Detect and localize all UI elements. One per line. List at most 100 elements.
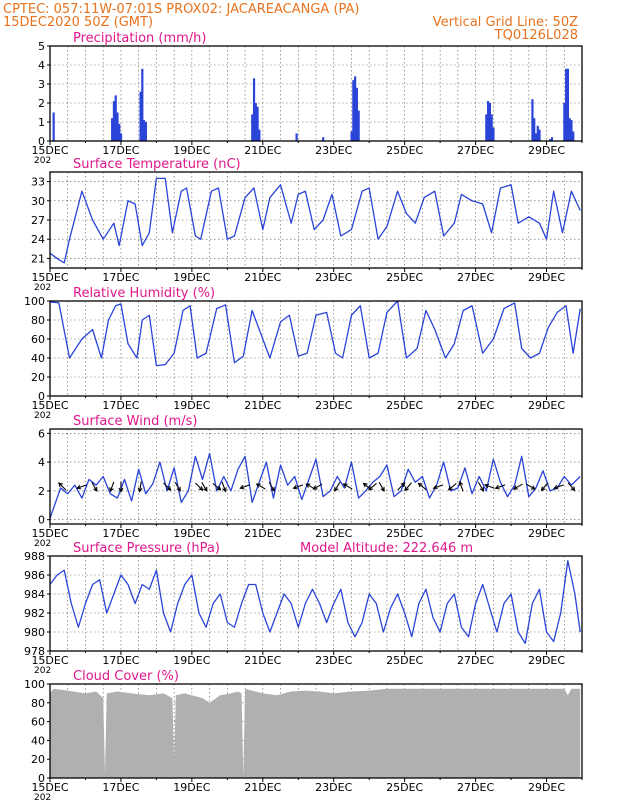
x-tick-label: 19DEC (173, 399, 210, 412)
y-tick-label: 4 (38, 456, 45, 469)
x-tick-label: 17DEC (102, 271, 139, 284)
wind-arrow-shaft (484, 484, 495, 489)
y-tick-label: 984 (24, 588, 45, 601)
wind-arrow-head (222, 487, 227, 493)
x-tick-label: 19DEC (173, 781, 210, 794)
wind-panel: 0 2 4 6 15DEC 17DEC 19DEC 21DEC 23DEC 25DEC 27DEC 2… (31, 414, 583, 549)
x-tick-label: 21DEC (244, 654, 281, 667)
wind-arrow (163, 482, 172, 491)
precip-frame (49, 45, 583, 142)
x-tick-label: 17DEC (102, 399, 139, 412)
wind-arrow-shaft (448, 482, 457, 491)
wind-arrow-head (494, 484, 500, 490)
header-grid-line: Vertical Grid Line: 50Z (433, 15, 578, 30)
wind-arrow (255, 483, 266, 490)
wind-arrow-shaft (418, 482, 427, 491)
precip-bar (295, 133, 298, 141)
precip-bar (487, 101, 490, 141)
wind-arrow (292, 484, 304, 490)
x-tick-label: 27DEC (457, 654, 494, 667)
precip-bar (534, 133, 538, 141)
wind-arrow (368, 482, 377, 491)
wind-arrow-head (198, 486, 204, 491)
y-tick-label: 40 (31, 734, 45, 747)
y-tick-label: 40 (31, 352, 45, 365)
wind-arrow (458, 480, 464, 492)
precip-bar (563, 103, 566, 141)
precip-bar (52, 112, 55, 141)
y-tick-label: 982 (24, 607, 45, 620)
y-tick-label: 2 (38, 97, 45, 110)
wind-arrow-shaft (541, 482, 549, 491)
x-tick-label: 21DEC (244, 399, 281, 412)
wind-arrow-head (368, 485, 373, 491)
x-tick-label: 25DEC (386, 144, 423, 157)
wind-arrow-shaft (397, 482, 406, 491)
rh-frame (49, 300, 583, 397)
temp-title: Surface Temperature (nC) (73, 157, 241, 172)
wind-arrow-head (109, 487, 114, 493)
precip-bar (111, 118, 114, 141)
x-tick-label: 23DEC (315, 271, 352, 284)
y-tick-label: 6 (38, 427, 45, 440)
wind-arrow-head (458, 480, 464, 486)
wind-arrow-shaft (343, 483, 353, 490)
wind-arrow-shaft (77, 484, 87, 489)
precip-bar (488, 103, 491, 141)
wind-arrow-head (512, 485, 518, 490)
wind-arrow-shaft (433, 484, 444, 489)
x-tick-label: 29DEC (528, 271, 565, 284)
y-tick-label: 1 (38, 116, 45, 129)
x-tick-label: 29DEC (528, 399, 565, 412)
x-tick-label: 15DEC (31, 654, 68, 667)
cloud-title: Cloud Cover (%) (73, 669, 179, 684)
x-tick-label: 23DEC (315, 527, 352, 540)
precip-bar (112, 101, 116, 141)
precip-bar (538, 129, 541, 141)
wind-arrow (553, 484, 564, 490)
precip-bar (119, 133, 123, 141)
wind-arrow-shaft (313, 483, 323, 490)
wind-arrow-head (312, 485, 318, 490)
wind-arrow (239, 484, 250, 490)
temp-panel: 21 24 27 30 33 15DEC 17DEC 19DEC 21DEC 23DEC 25DEC… (31, 157, 583, 293)
precip-bar (570, 120, 573, 141)
precip-bar (142, 120, 146, 141)
wind-arrow-shaft (513, 483, 523, 490)
precip-bar (550, 137, 554, 141)
wind-arrow-head (400, 482, 406, 488)
x-tick-label: 25DEC (386, 399, 423, 412)
y-tick-label: 30 (31, 195, 45, 208)
precip-bar (350, 131, 353, 141)
x-tick-label: 17DEC (102, 527, 139, 540)
pressure-frame (49, 555, 583, 652)
wind-frame (49, 428, 583, 525)
cloud-frame (49, 683, 583, 779)
wind-arrow-head (176, 486, 181, 492)
precip-bar (141, 68, 144, 141)
precip-bar (354, 76, 357, 141)
wind-arrow-shaft (139, 481, 142, 492)
wind-arrow (221, 481, 227, 493)
wind-arrow-shaft (240, 484, 250, 489)
x-year-label: 202 (34, 539, 51, 549)
wind-arrow-head (292, 484, 298, 490)
temp-frame (49, 171, 583, 269)
header-run-time: 15DEC2020 50Z (GMT) (3, 15, 153, 30)
wind-arrow-head (484, 483, 490, 489)
wind-title: Surface Wind (m/s) (73, 414, 197, 429)
wind-arrow (312, 483, 323, 490)
precip-bar (256, 106, 259, 141)
wind-arrow-head (380, 486, 385, 492)
wind-arrow-head (76, 484, 82, 490)
wind-arrow (174, 481, 181, 492)
x-tick-label: 27DEC (457, 781, 494, 794)
wind-arrow-shaft (334, 481, 341, 492)
wind-arrow-head (540, 486, 546, 492)
x-year-label: 202 (34, 666, 51, 676)
wind-arrow (432, 484, 444, 490)
precip-bar (251, 114, 254, 141)
precip-bar (352, 80, 355, 141)
wind-arrow-shaft (268, 481, 275, 492)
